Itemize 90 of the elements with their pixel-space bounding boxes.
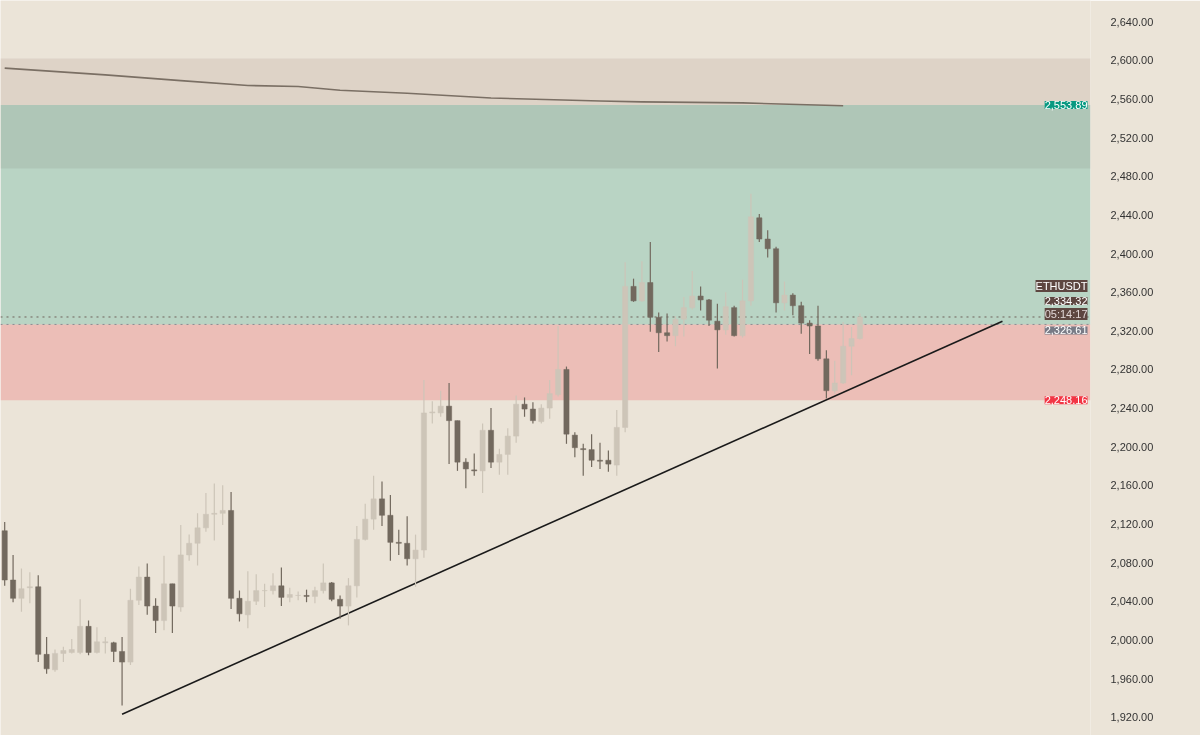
- candlestick: [538, 403, 545, 425]
- candlestick: [463, 457, 469, 489]
- candlestick: [546, 379, 553, 420]
- candlestick: [379, 480, 385, 527]
- candlestick: [186, 534, 192, 562]
- candlestick: [798, 301, 805, 335]
- candlestick: [219, 484, 226, 526]
- candlestick: [655, 311, 662, 353]
- y-tick-label: 2,560.00: [1110, 93, 1154, 106]
- y-tick-label: 2,000.00: [1110, 633, 1154, 646]
- y-tick-label: 1,960.00: [1110, 672, 1154, 685]
- candlestick: [857, 312, 863, 341]
- candlestick: [521, 396, 528, 418]
- candlestick: [790, 292, 796, 316]
- candlestick: [714, 303, 721, 370]
- candlestick: [345, 577, 352, 626]
- y-tick-label: 2,520.00: [1110, 131, 1154, 144]
- candlestick: [630, 278, 637, 303]
- y-tick-label: 1,920.00: [1110, 711, 1154, 724]
- candlestick: [446, 382, 452, 465]
- candlestick: [253, 573, 260, 606]
- candlestick: [203, 492, 209, 533]
- candlestick: [672, 315, 679, 347]
- candlestick: [722, 291, 729, 336]
- y-tick-label: 2,040.00: [1110, 595, 1154, 608]
- legend-label: 2,334.32: [1044, 294, 1088, 307]
- candlestick: [18, 567, 25, 613]
- candlestick: [211, 482, 218, 541]
- candlestick: [496, 448, 503, 476]
- candlestick: [52, 648, 58, 673]
- candlestick: [404, 515, 410, 567]
- y-tick-label: 2,240.00: [1110, 402, 1154, 415]
- y-tick-label: 2,320.00: [1110, 324, 1154, 337]
- candlestick: [572, 431, 578, 458]
- candlestick: [362, 503, 369, 541]
- candlestick: [689, 270, 696, 311]
- band-label: 2,553.89: [1044, 98, 1088, 111]
- candlestick: [278, 566, 285, 607]
- y-tick-label: 2,120.00: [1110, 517, 1154, 530]
- y-tick-label: 2,440.00: [1110, 208, 1154, 221]
- candlestick: [605, 449, 612, 473]
- candlestick: [471, 452, 478, 477]
- candlestick: [194, 512, 201, 567]
- candlestick: [136, 565, 142, 606]
- y-tick-label: 2,360.00: [1110, 286, 1154, 299]
- candlestick: [236, 590, 243, 623]
- y-tick-label: 2,280.00: [1110, 363, 1154, 376]
- y-tick-label: 2,640.00: [1110, 15, 1154, 28]
- candlestick: [320, 562, 327, 595]
- y-tick-label: 2,480.00: [1110, 170, 1154, 183]
- candlestick: [806, 319, 813, 355]
- candlestick: [169, 583, 176, 634]
- candlestick: [580, 443, 587, 477]
- candlestick: [337, 594, 343, 620]
- candlestick: [270, 572, 276, 596]
- candlestick: [119, 636, 125, 707]
- candlestick: [706, 298, 712, 327]
- candlestick: [395, 529, 402, 556]
- y-tick-label: 2,160.00: [1110, 479, 1154, 492]
- candlestick: [412, 534, 419, 588]
- candlestick: [588, 433, 595, 468]
- candlestick: [152, 597, 159, 634]
- y-tick-label: 2,080.00: [1110, 556, 1154, 569]
- y-tick-label: 2,600.00: [1110, 54, 1154, 67]
- candlestick: [781, 280, 788, 312]
- candlestick: [848, 326, 855, 376]
- y-tick-label: 2,200.00: [1110, 440, 1154, 453]
- candlestick: [27, 571, 33, 604]
- candlestick: [94, 626, 100, 654]
- candlestick: [664, 312, 670, 343]
- candlestick: [697, 285, 704, 312]
- candlestick: [597, 442, 603, 470]
- line-series: [3, 67, 844, 107]
- candlestick: [764, 229, 771, 259]
- band-label: 2,248.16: [1044, 394, 1088, 407]
- candlestick: [370, 475, 377, 531]
- candlestick: [312, 586, 318, 604]
- candlestick: [10, 554, 16, 603]
- y-tick-label: 2,400.00: [1110, 247, 1154, 260]
- candlestick: [245, 570, 251, 629]
- ref-line-label: 2,326.61: [1044, 324, 1088, 337]
- annotation: ETHUSDT: [1035, 279, 1088, 292]
- candlestick: [681, 296, 687, 338]
- candlestick: [504, 427, 511, 476]
- candlestick: [756, 213, 763, 243]
- candlestick: [530, 401, 536, 425]
- candlestick: [261, 583, 268, 608]
- candlestick: [43, 636, 50, 675]
- candlestick: [831, 360, 838, 395]
- annotation: 05:14:17: [1044, 307, 1088, 320]
